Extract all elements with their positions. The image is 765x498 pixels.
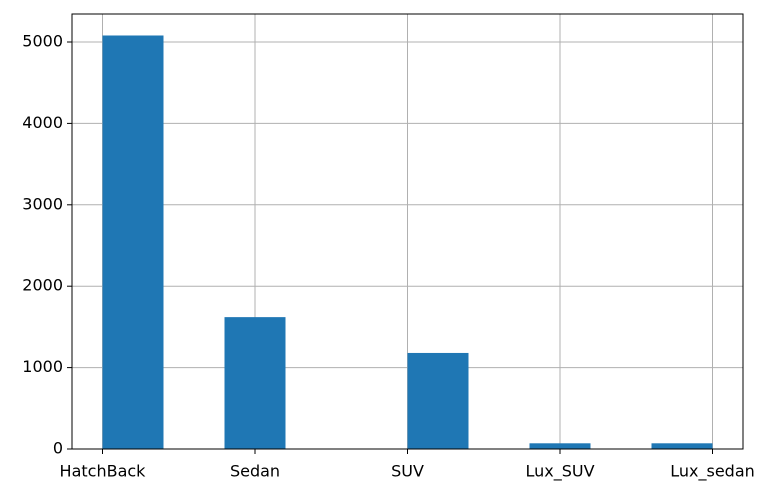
y-tick-label: 2000 <box>22 276 63 295</box>
y-tick-label: 1000 <box>22 357 63 376</box>
bar <box>224 317 286 449</box>
x-tick-label: Lux_SUV <box>525 462 594 482</box>
bar <box>529 443 591 449</box>
x-tick-label: Lux_sedan <box>670 462 755 482</box>
bar-layer <box>102 35 713 449</box>
x-tick-label: Sedan <box>230 462 280 481</box>
bar <box>407 352 469 449</box>
y-tick-label: 4000 <box>22 113 63 132</box>
bar <box>651 443 713 449</box>
x-tick-label: HatchBack <box>60 462 147 481</box>
grid-layer <box>72 14 743 450</box>
y-tick-label: 3000 <box>22 194 63 213</box>
y-tick-label: 5000 <box>22 32 63 51</box>
y-tick-label: 0 <box>53 439 63 458</box>
x-tick-label: SUV <box>391 462 424 481</box>
bar <box>102 35 164 449</box>
